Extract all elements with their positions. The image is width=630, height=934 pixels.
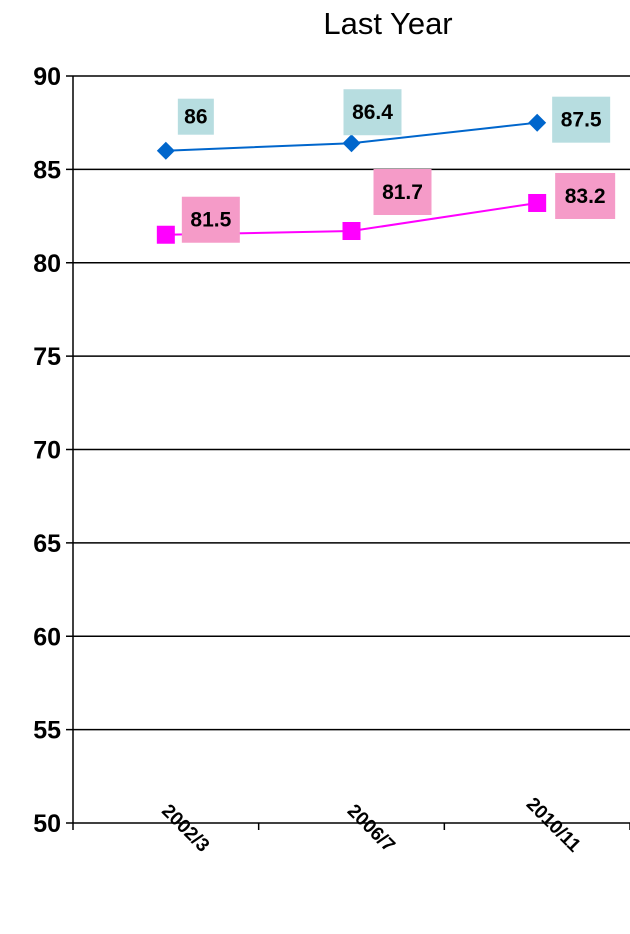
y-tick-label: 70 — [33, 437, 61, 465]
data-point — [528, 193, 547, 212]
y-tick-label: 55 — [33, 717, 61, 745]
x-tick-label: 2006/7 — [343, 801, 399, 857]
data-point — [528, 113, 547, 132]
x-tick-labels: 2002/3 2006/7 2010/11 — [157, 794, 585, 857]
data-label-box — [373, 169, 432, 216]
data-label: 87.5 — [561, 109, 602, 132]
data-label: 86 — [184, 106, 207, 129]
y-tick-label: 60 — [33, 623, 61, 651]
data-label: 81.7 — [382, 181, 423, 204]
y-tick-label: 90 — [33, 63, 61, 91]
data-label-box — [555, 172, 616, 219]
data-label: 83.2 — [565, 185, 606, 208]
data-label-box — [343, 89, 402, 136]
chart-title: Last Year — [323, 6, 452, 41]
data-label: 86.4 — [352, 101, 393, 124]
data-point — [156, 225, 175, 244]
gridlines — [73, 75, 630, 824]
y-tick-label: 65 — [33, 530, 61, 558]
x-tick-label: 2010/11 — [522, 794, 585, 857]
y-tick-label: 85 — [33, 156, 61, 184]
y-tick-label: 75 — [33, 343, 61, 371]
data-point — [342, 134, 361, 153]
data-point — [156, 141, 175, 160]
data-label-box — [181, 196, 240, 243]
y-tick-label: 50 — [33, 810, 61, 838]
x-tick-label: 2002/3 — [157, 801, 213, 857]
data-label: 81.5 — [190, 209, 231, 232]
data-label-box — [177, 98, 214, 135]
axes — [66, 75, 630, 830]
data-labels: 86 86.4 87.5 81.5 81.7 83.2 — [177, 89, 616, 243]
data-point — [342, 222, 361, 241]
data-label-box — [552, 96, 611, 143]
y-tick-labels: 50 55 60 65 70 75 80 85 90 — [33, 63, 61, 838]
y-tick-label: 80 — [33, 250, 61, 278]
